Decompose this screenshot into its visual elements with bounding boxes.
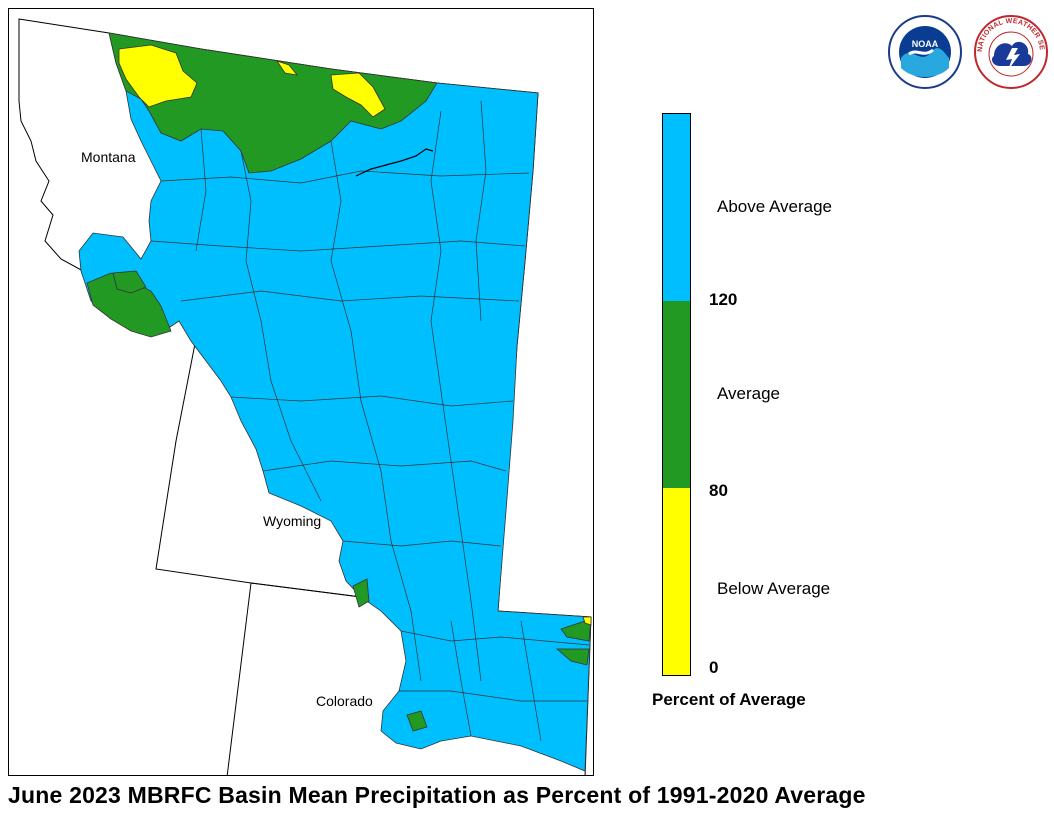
map-frame: Montana Wyoming Colorado (8, 8, 594, 776)
state-label-wyoming: Wyoming (263, 513, 321, 529)
basin-map: Montana Wyoming Colorado (18, 18, 592, 775)
nws-logo-icon: NATIONAL WEATHER SERVICE (972, 12, 1048, 89)
basin-boundaries (150, 100, 590, 742)
legend-swatch-above (663, 114, 690, 301)
map-title: June 2023 MBRFC Basin Mean Precipitation… (8, 782, 866, 808)
basin-region-below-2 (330, 72, 386, 118)
legend-break-0: 0 (709, 658, 719, 677)
basin-region-average-co1 (560, 618, 592, 642)
state-label-colorado: Colorado (316, 693, 373, 709)
legend-break-120: 120 (709, 290, 738, 309)
legend-label-above: Above Average (717, 197, 832, 216)
legend-swatch-below (663, 488, 690, 675)
legend-label-below: Below Average (717, 579, 831, 598)
basin-region-average-north (108, 32, 438, 174)
legend-color-bar (662, 113, 691, 676)
basin-region-average-co2 (555, 648, 590, 666)
basin-region-above (78, 32, 592, 772)
basin-region-average-west2 (112, 270, 147, 294)
state-label-montana: Montana (81, 149, 136, 165)
noaa-logo-text: NOAA (912, 39, 939, 49)
legend-label-average: Average (717, 384, 781, 403)
legend-swatch-average (663, 301, 690, 488)
legend-break-80: 80 (709, 481, 728, 500)
reservoir-line (355, 148, 434, 177)
basin-region-below-1 (118, 44, 198, 108)
legend-title: Percent of Average (652, 690, 806, 709)
basin-region-average-sw (352, 578, 370, 608)
basin-region-average-co3 (406, 710, 428, 732)
basin-region-below-3 (276, 60, 298, 76)
noaa-logo-icon: NOAA (888, 15, 962, 89)
basin-region-below-4 (582, 616, 592, 626)
